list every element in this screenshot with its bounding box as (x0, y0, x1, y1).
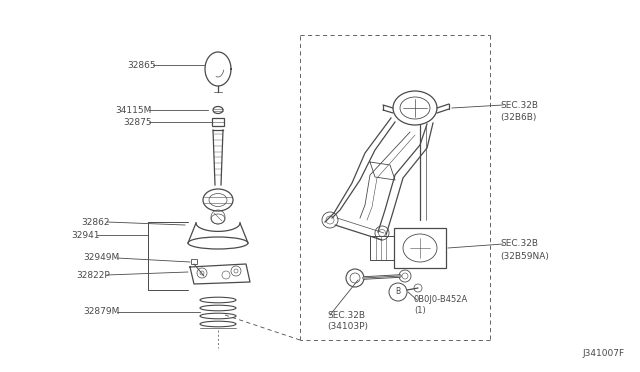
Text: (32B59NA): (32B59NA) (500, 253, 549, 262)
Bar (370, 236, 394, 260)
Text: 32875: 32875 (124, 118, 152, 126)
Text: (34103P): (34103P) (327, 321, 368, 330)
Bar (212, 118, 224, 126)
Text: B: B (396, 288, 401, 296)
Text: SEC.32B: SEC.32B (327, 311, 365, 320)
Text: J341007F: J341007F (583, 349, 625, 358)
Text: 32865: 32865 (127, 61, 156, 70)
Text: 32879M: 32879M (84, 308, 120, 317)
Bar (394, 228, 446, 268)
Text: 32862: 32862 (81, 218, 110, 227)
Text: (1): (1) (414, 307, 426, 315)
Text: (32B6B): (32B6B) (500, 112, 536, 122)
Text: 32941: 32941 (72, 231, 100, 240)
Text: 32949M: 32949M (84, 253, 120, 263)
Text: SEC.32B: SEC.32B (500, 240, 538, 248)
Text: 0B0J0-B452A: 0B0J0-B452A (414, 295, 468, 305)
Text: 34115M: 34115M (116, 106, 152, 115)
Bar (191, 259, 197, 264)
Text: SEC.32B: SEC.32B (500, 100, 538, 109)
Text: 32822P: 32822P (76, 270, 110, 279)
